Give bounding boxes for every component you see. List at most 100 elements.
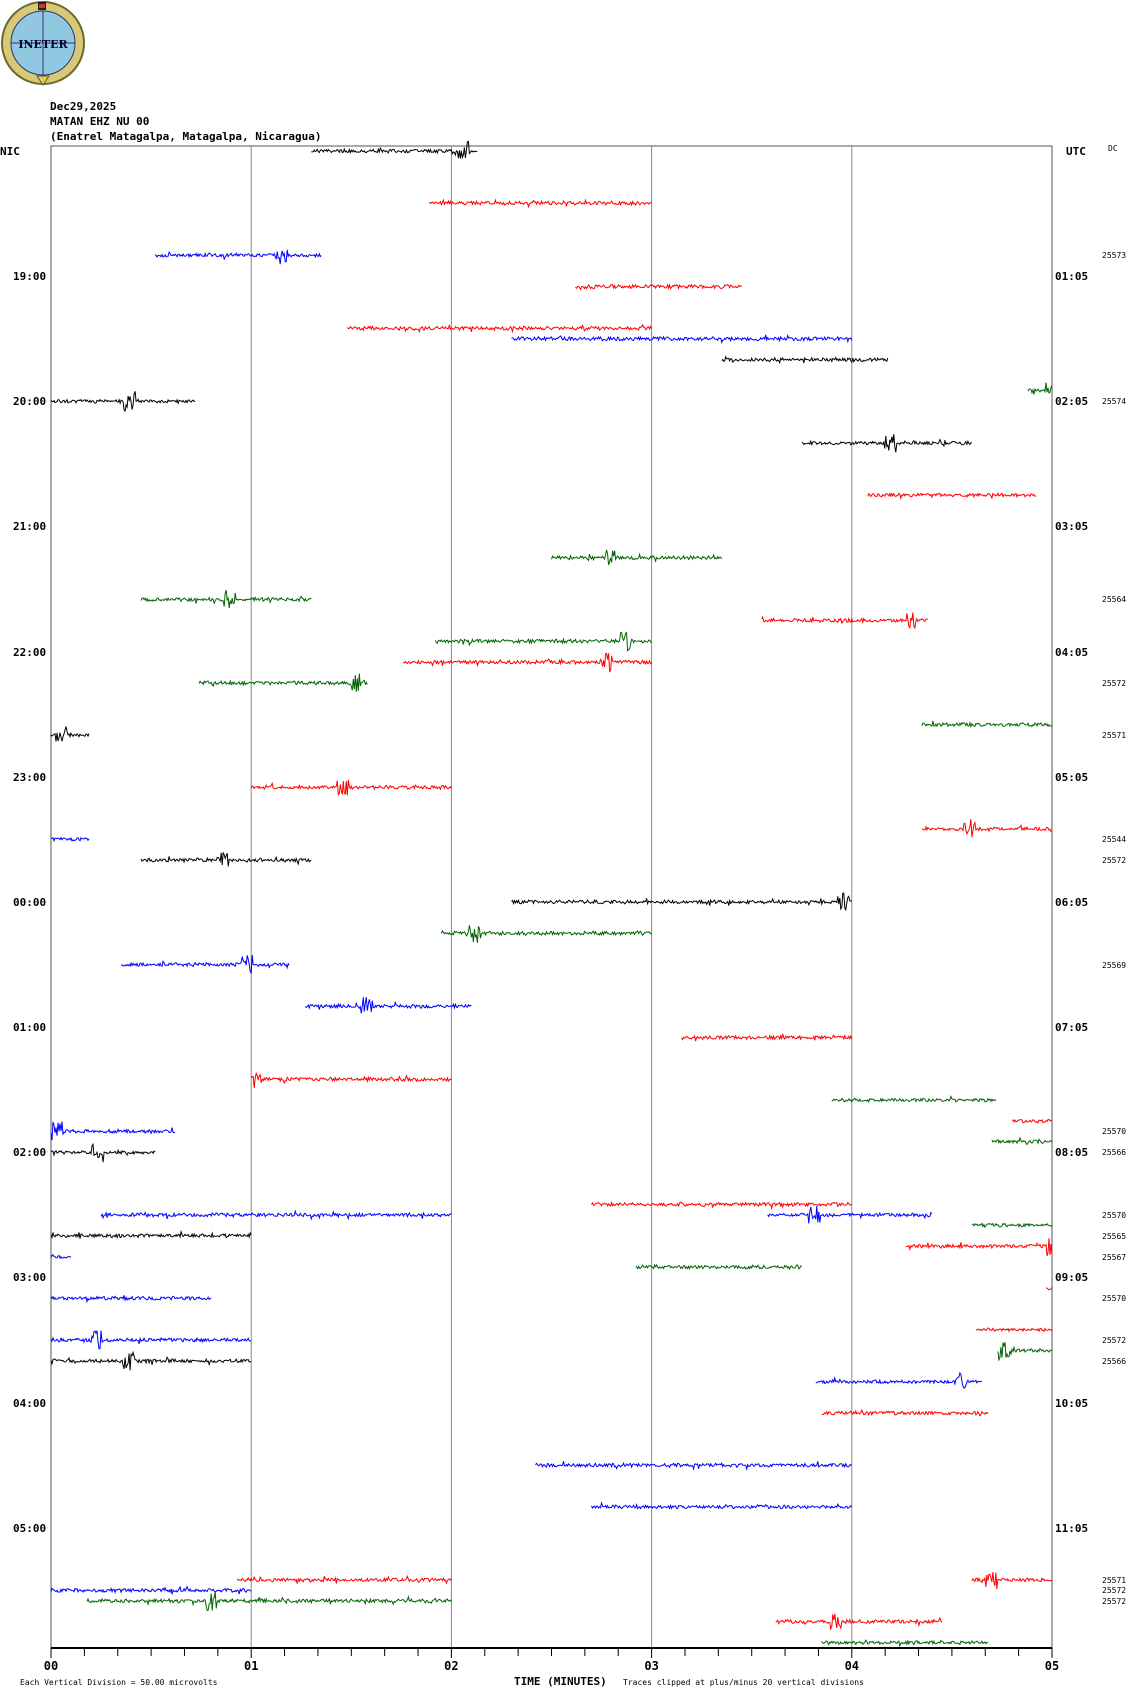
seismic-trace-row-126 — [535, 1461, 853, 1471]
nic-hour-label: 00:00 — [13, 895, 47, 909]
seismic-trace-row-18 — [511, 333, 853, 344]
utc-hour-label: 03:05 — [1055, 520, 1089, 534]
seismic-trace-row-17 — [346, 323, 653, 334]
x-tick-label: 05 — [1045, 1659, 1059, 1673]
clip-note: Traces clipped at plus/minus 20 vertical… — [623, 1678, 864, 1687]
dc-offset-label: 25574 — [1102, 397, 1127, 407]
seismic-trace-row-130 — [591, 1501, 853, 1510]
dc-offset-label: 25572 — [1102, 1596, 1127, 1606]
station-label: MATAN EHZ NU 00 — [50, 115, 150, 128]
x-tick-label: 04 — [845, 1659, 859, 1673]
plot-frame — [50, 145, 1053, 1649]
seismic-trace-row-137 — [236, 1574, 452, 1585]
utc-hour-label: 02:05 — [1055, 395, 1089, 409]
nic-hour-label: 19:00 — [13, 270, 47, 284]
seismic-trace-row-110 — [50, 1295, 212, 1304]
nic-hour-label: 03:00 — [13, 1271, 47, 1285]
dc-offset-label: 25570 — [1102, 1127, 1127, 1137]
seismic-trace-row-51 — [198, 673, 368, 692]
nic-hour-label: 20:00 — [13, 395, 47, 409]
dc-offset-label: 25565 — [1102, 1231, 1127, 1241]
seismic-trace-row-116 — [50, 1350, 252, 1371]
dc-offset-label: 25572 — [1102, 1586, 1127, 1596]
dc-offset-label: 25544 — [1102, 835, 1127, 845]
nic-hour-label: 23:00 — [13, 770, 47, 784]
seismic-trace-row-5 — [428, 198, 652, 209]
dc-offset-label: 25572 — [1102, 678, 1127, 688]
utc-hour-label: 11:05 — [1055, 1521, 1089, 1535]
x-tick-label: 01 — [244, 1659, 258, 1673]
seismic-trace-row-43 — [140, 589, 312, 609]
seismic-trace-row-95 — [991, 1136, 1053, 1146]
utc-hour-label: 07:05 — [1055, 1021, 1089, 1035]
seismic-trace-row-115 — [997, 1342, 1053, 1362]
x-axis-label: TIME (MINUTES) — [514, 1675, 607, 1688]
dc-offset-label: 25566 — [1102, 1356, 1127, 1366]
x-tick-label: 03 — [644, 1659, 658, 1673]
utc-hour-label: 04:05 — [1055, 645, 1089, 659]
seismic-trace-row-91 — [831, 1095, 997, 1104]
nic-hour-label: 21:00 — [13, 520, 47, 534]
seismic-trace-row-47 — [434, 631, 653, 653]
seismic-trace-row-72 — [511, 892, 852, 912]
seismic-trace-row-55 — [921, 720, 1053, 729]
seismic-trace-row-106 — [50, 1254, 72, 1260]
dc-offset-label: 25573 — [1102, 251, 1127, 261]
seismic-trace-row-10 — [154, 249, 322, 265]
seismic-trace-row-114 — [50, 1330, 252, 1350]
scale-note: Each Vertical Division = 50.00 microvolt… — [20, 1678, 218, 1687]
seismic-trace-row-61 — [250, 779, 452, 796]
utc-hour-label: 08:05 — [1055, 1146, 1089, 1160]
seismic-trace-row-93 — [1011, 1118, 1053, 1124]
logo-text: INETER — [18, 38, 68, 51]
seismic-trace-row-96 — [50, 1142, 156, 1163]
seismic-trace-row-28 — [801, 434, 972, 453]
seismic-trace-row-66 — [50, 836, 90, 843]
seismic-trace-row-102 — [767, 1205, 933, 1224]
location-label: (Enatrel Matagalpa, Matagalpa, Nicaragua… — [50, 130, 322, 143]
seismic-trace-row-39 — [551, 549, 723, 565]
seismic-trace-row-137 — [971, 1572, 1053, 1589]
x-tick-label: 00 — [44, 1659, 58, 1673]
dc-offset-label: 25571 — [1102, 731, 1127, 741]
seismic-trace-row-49 — [403, 652, 652, 673]
seismic-trace-row-121 — [821, 1408, 989, 1417]
seismic-trace-row-13 — [575, 283, 742, 291]
nic-hour-label: 22:00 — [13, 645, 47, 659]
x-tick-label: 02 — [444, 1659, 458, 1673]
utc-hour-label: 09:05 — [1055, 1271, 1089, 1285]
right-timezone: UTC — [1066, 145, 1086, 158]
seismic-trace-row-78 — [120, 954, 290, 975]
nic-hour-label: 01:00 — [13, 1021, 47, 1035]
dc-offset-label: 25569 — [1102, 960, 1127, 970]
dc-offset-label: 25572 — [1102, 856, 1127, 866]
seismic-trace-row-65 — [921, 819, 1053, 838]
seismic-trace-row-118 — [815, 1371, 983, 1389]
seismic-trace-row-105 — [905, 1238, 1053, 1257]
seismic-trace-row-89 — [250, 1071, 452, 1089]
seismic-trace-row-138 — [50, 1585, 252, 1595]
nic-hour-label: 02:00 — [13, 1146, 47, 1160]
utc-hour-label: 06:05 — [1055, 895, 1089, 909]
seismic-trace-row-20 — [721, 355, 889, 365]
seismic-trace-row-94 — [50, 1121, 176, 1141]
seismic-trace-row-45 — [761, 612, 929, 630]
dc-offset-label: 25571 — [1102, 1575, 1127, 1585]
seismic-trace-row-109 — [1045, 1286, 1053, 1291]
seismic-trace-row-143 — [821, 1639, 988, 1648]
utc-hour-label: 10:05 — [1055, 1396, 1089, 1410]
seismic-trace-row-33 — [867, 492, 1037, 501]
seismic-trace-row-23 — [1027, 382, 1053, 395]
seismic-trace-row-56 — [50, 726, 90, 742]
dc-offset-label: 25566 — [1102, 1148, 1127, 1158]
seismic-trace-row-102 — [100, 1209, 452, 1221]
ineter-logo: INETER — [1, 1, 85, 86]
dc-offset-label: 25567 — [1102, 1252, 1127, 1262]
nic-hour-label: 04:00 — [13, 1396, 47, 1410]
seismic-trace-row-0 — [311, 140, 478, 160]
seismic-trace-row-141 — [775, 1613, 943, 1631]
dc-offset-label: 25572 — [1102, 1336, 1127, 1346]
nic-hour-label: 05:00 — [13, 1521, 47, 1535]
seismic-trace-row-24 — [50, 391, 196, 413]
